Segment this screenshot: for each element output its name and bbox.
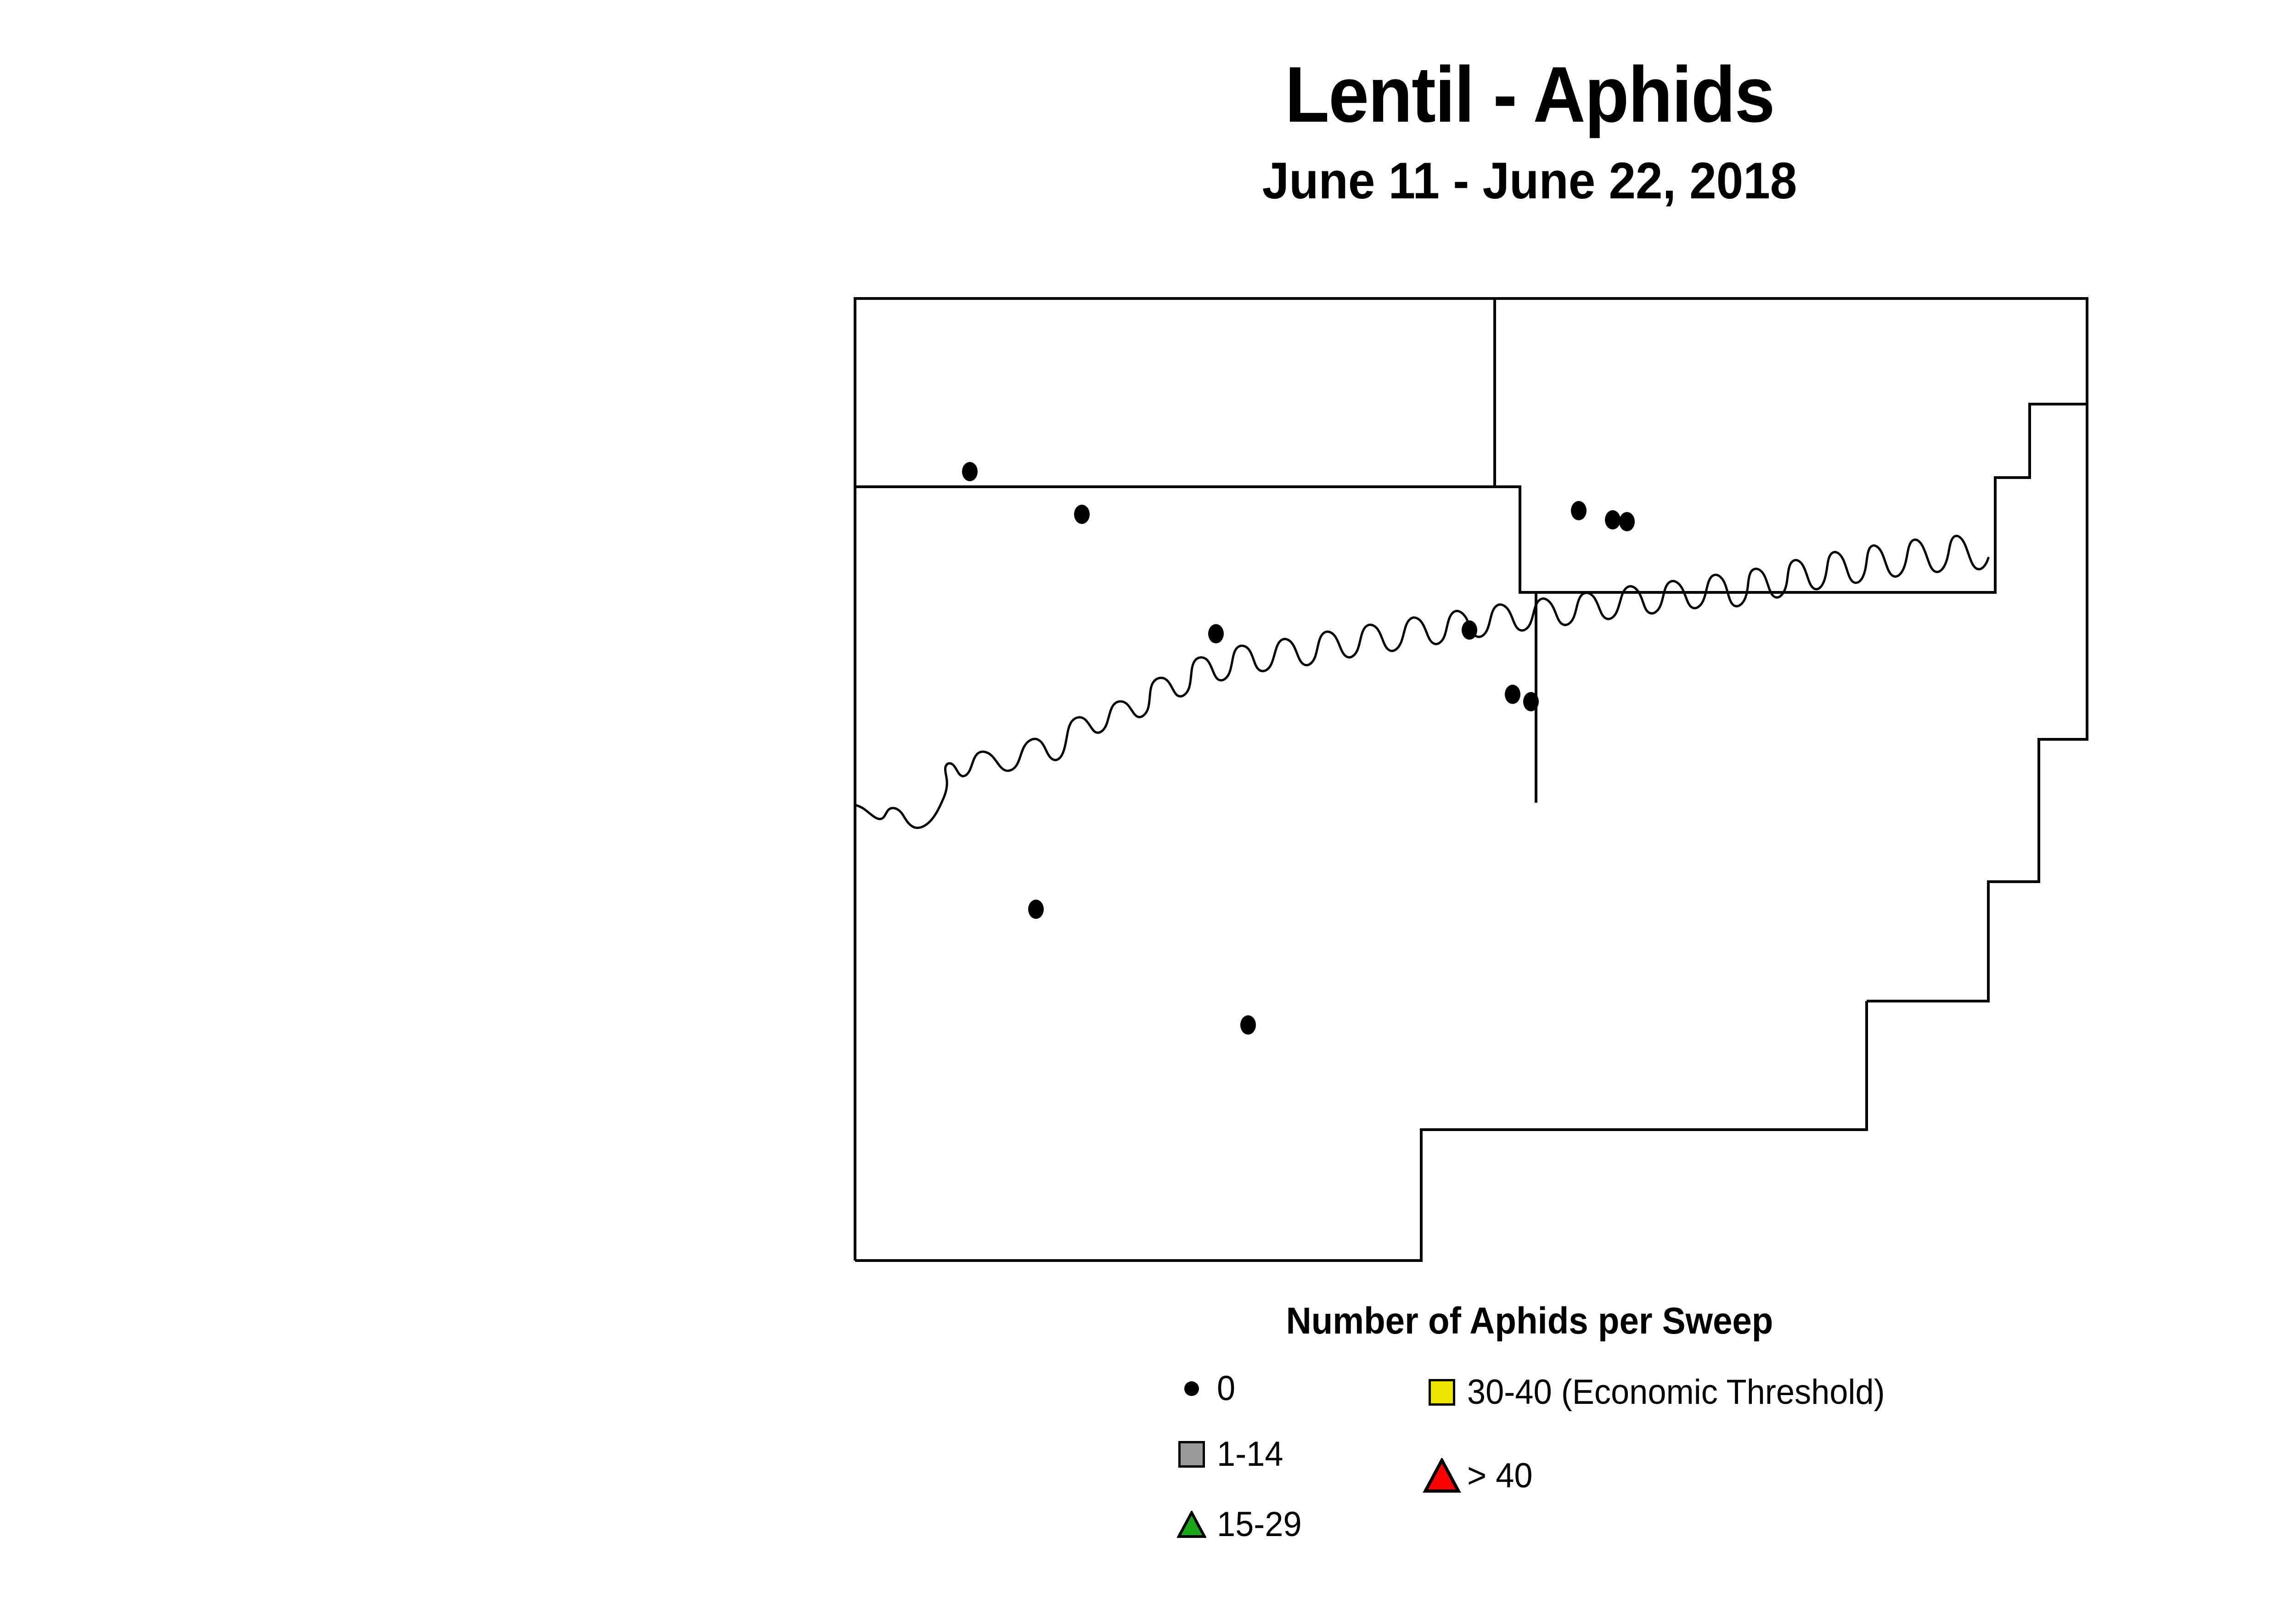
circle-icon <box>1166 1381 1217 1396</box>
legend-item-1-14[interactable]: 1-14 <box>1166 1434 1287 1474</box>
sample-site-marker[interactable] <box>1619 512 1635 531</box>
legend-item-gt40[interactable]: > 40 <box>1417 1456 1536 1496</box>
sample-site-marker[interactable] <box>1240 1015 1256 1035</box>
legend-item-30-40[interactable]: 30-40 (Economic Threshold) <box>1417 1372 1907 1412</box>
map-boundaries <box>854 297 2088 1262</box>
boundary-northeast-block <box>1493 297 2088 594</box>
legend-item-1-14-label: 1-14 <box>1217 1435 1283 1474</box>
sample-site-marker[interactable] <box>1208 624 1224 643</box>
legend-item-0-label: 0 <box>1217 1369 1236 1408</box>
boundary-northwest-block <box>854 297 1496 488</box>
sample-site-marker[interactable] <box>1462 620 1477 640</box>
legend-item-0[interactable]: 0 <box>1166 1368 1236 1408</box>
square-gray-icon <box>1166 1441 1217 1468</box>
page-subtitle: June 11 - June 22, 2018 <box>1262 152 1797 209</box>
map-container <box>0 257 2296 1313</box>
boundary-east-lower-edge <box>1614 1001 1868 1131</box>
sample-site-marker[interactable] <box>1605 510 1621 529</box>
boundary-south-edge <box>855 1128 1614 1262</box>
triangle-red-icon <box>1417 1458 1467 1494</box>
sample-site-marker[interactable] <box>962 462 978 481</box>
legend-title: Number of Aphids per Sweep <box>1286 1300 1773 1342</box>
square-yellow-icon <box>1417 1379 1467 1406</box>
sample-site-marker[interactable] <box>1028 900 1044 919</box>
legend-item-15-29-label: 15-29 <box>1217 1505 1302 1544</box>
river-boundary-path-east <box>1711 535 1990 608</box>
map-legend: Number of Aphids per Sweep 0 1-14 <box>0 1300 2296 1557</box>
sample-site-marker[interactable] <box>1074 505 1090 524</box>
river-boundary-path <box>854 575 1713 829</box>
sample-site-marker[interactable] <box>1523 692 1539 711</box>
sample-site-marker[interactable] <box>1505 685 1520 704</box>
triangle-green-icon <box>1166 1510 1217 1538</box>
boundary-east-central-block <box>1520 403 2088 1002</box>
region-map <box>854 297 2088 1262</box>
sample-sites <box>962 462 1635 1035</box>
legend-item-gt40-label: > 40 <box>1467 1456 1533 1495</box>
title-block: Lentil - Aphids June 11 - June 22, 2018 <box>0 55 2296 207</box>
river-boundary <box>854 535 1990 829</box>
sample-site-marker[interactable] <box>1571 501 1587 520</box>
page-title: Lentil - Aphids <box>1285 51 1775 139</box>
legend-item-15-29[interactable]: 15-29 <box>1166 1504 1306 1544</box>
legend-item-30-40-label: 30-40 (Economic Threshold) <box>1467 1373 1885 1412</box>
